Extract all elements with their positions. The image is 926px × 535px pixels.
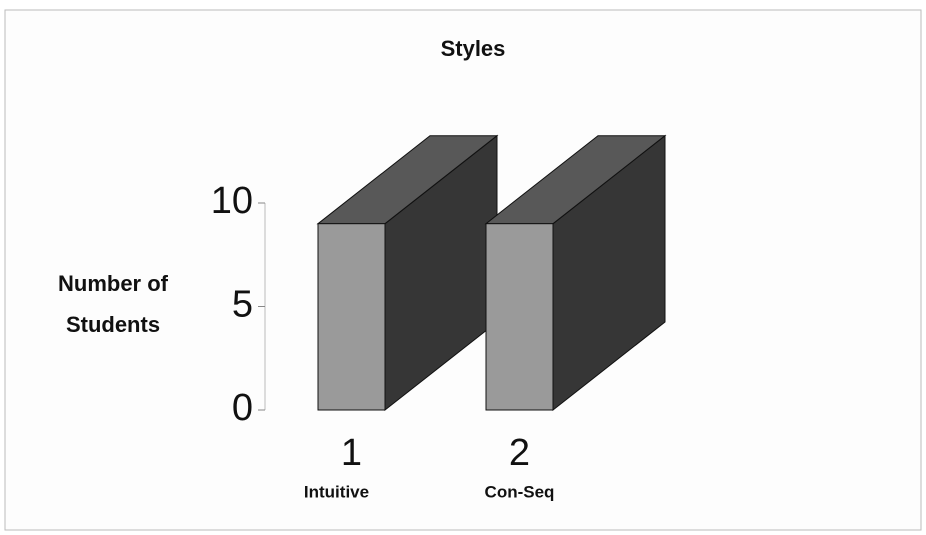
y-tick-label: 0 (232, 387, 253, 429)
x-category-label: Intuitive (304, 482, 369, 501)
y-tick-label: 5 (232, 284, 253, 326)
x-tick-label: 2 (509, 432, 530, 474)
chart-title: Styles (441, 36, 506, 61)
y-axis-label: Students (66, 312, 160, 337)
bar (485, 223, 554, 411)
y-axis-label: Number of (58, 271, 169, 296)
bar (317, 223, 386, 411)
x-category-label: Con-Seq (485, 482, 555, 501)
x-tick-label: 1 (341, 432, 362, 474)
y-tick-label: 10 (211, 180, 253, 222)
